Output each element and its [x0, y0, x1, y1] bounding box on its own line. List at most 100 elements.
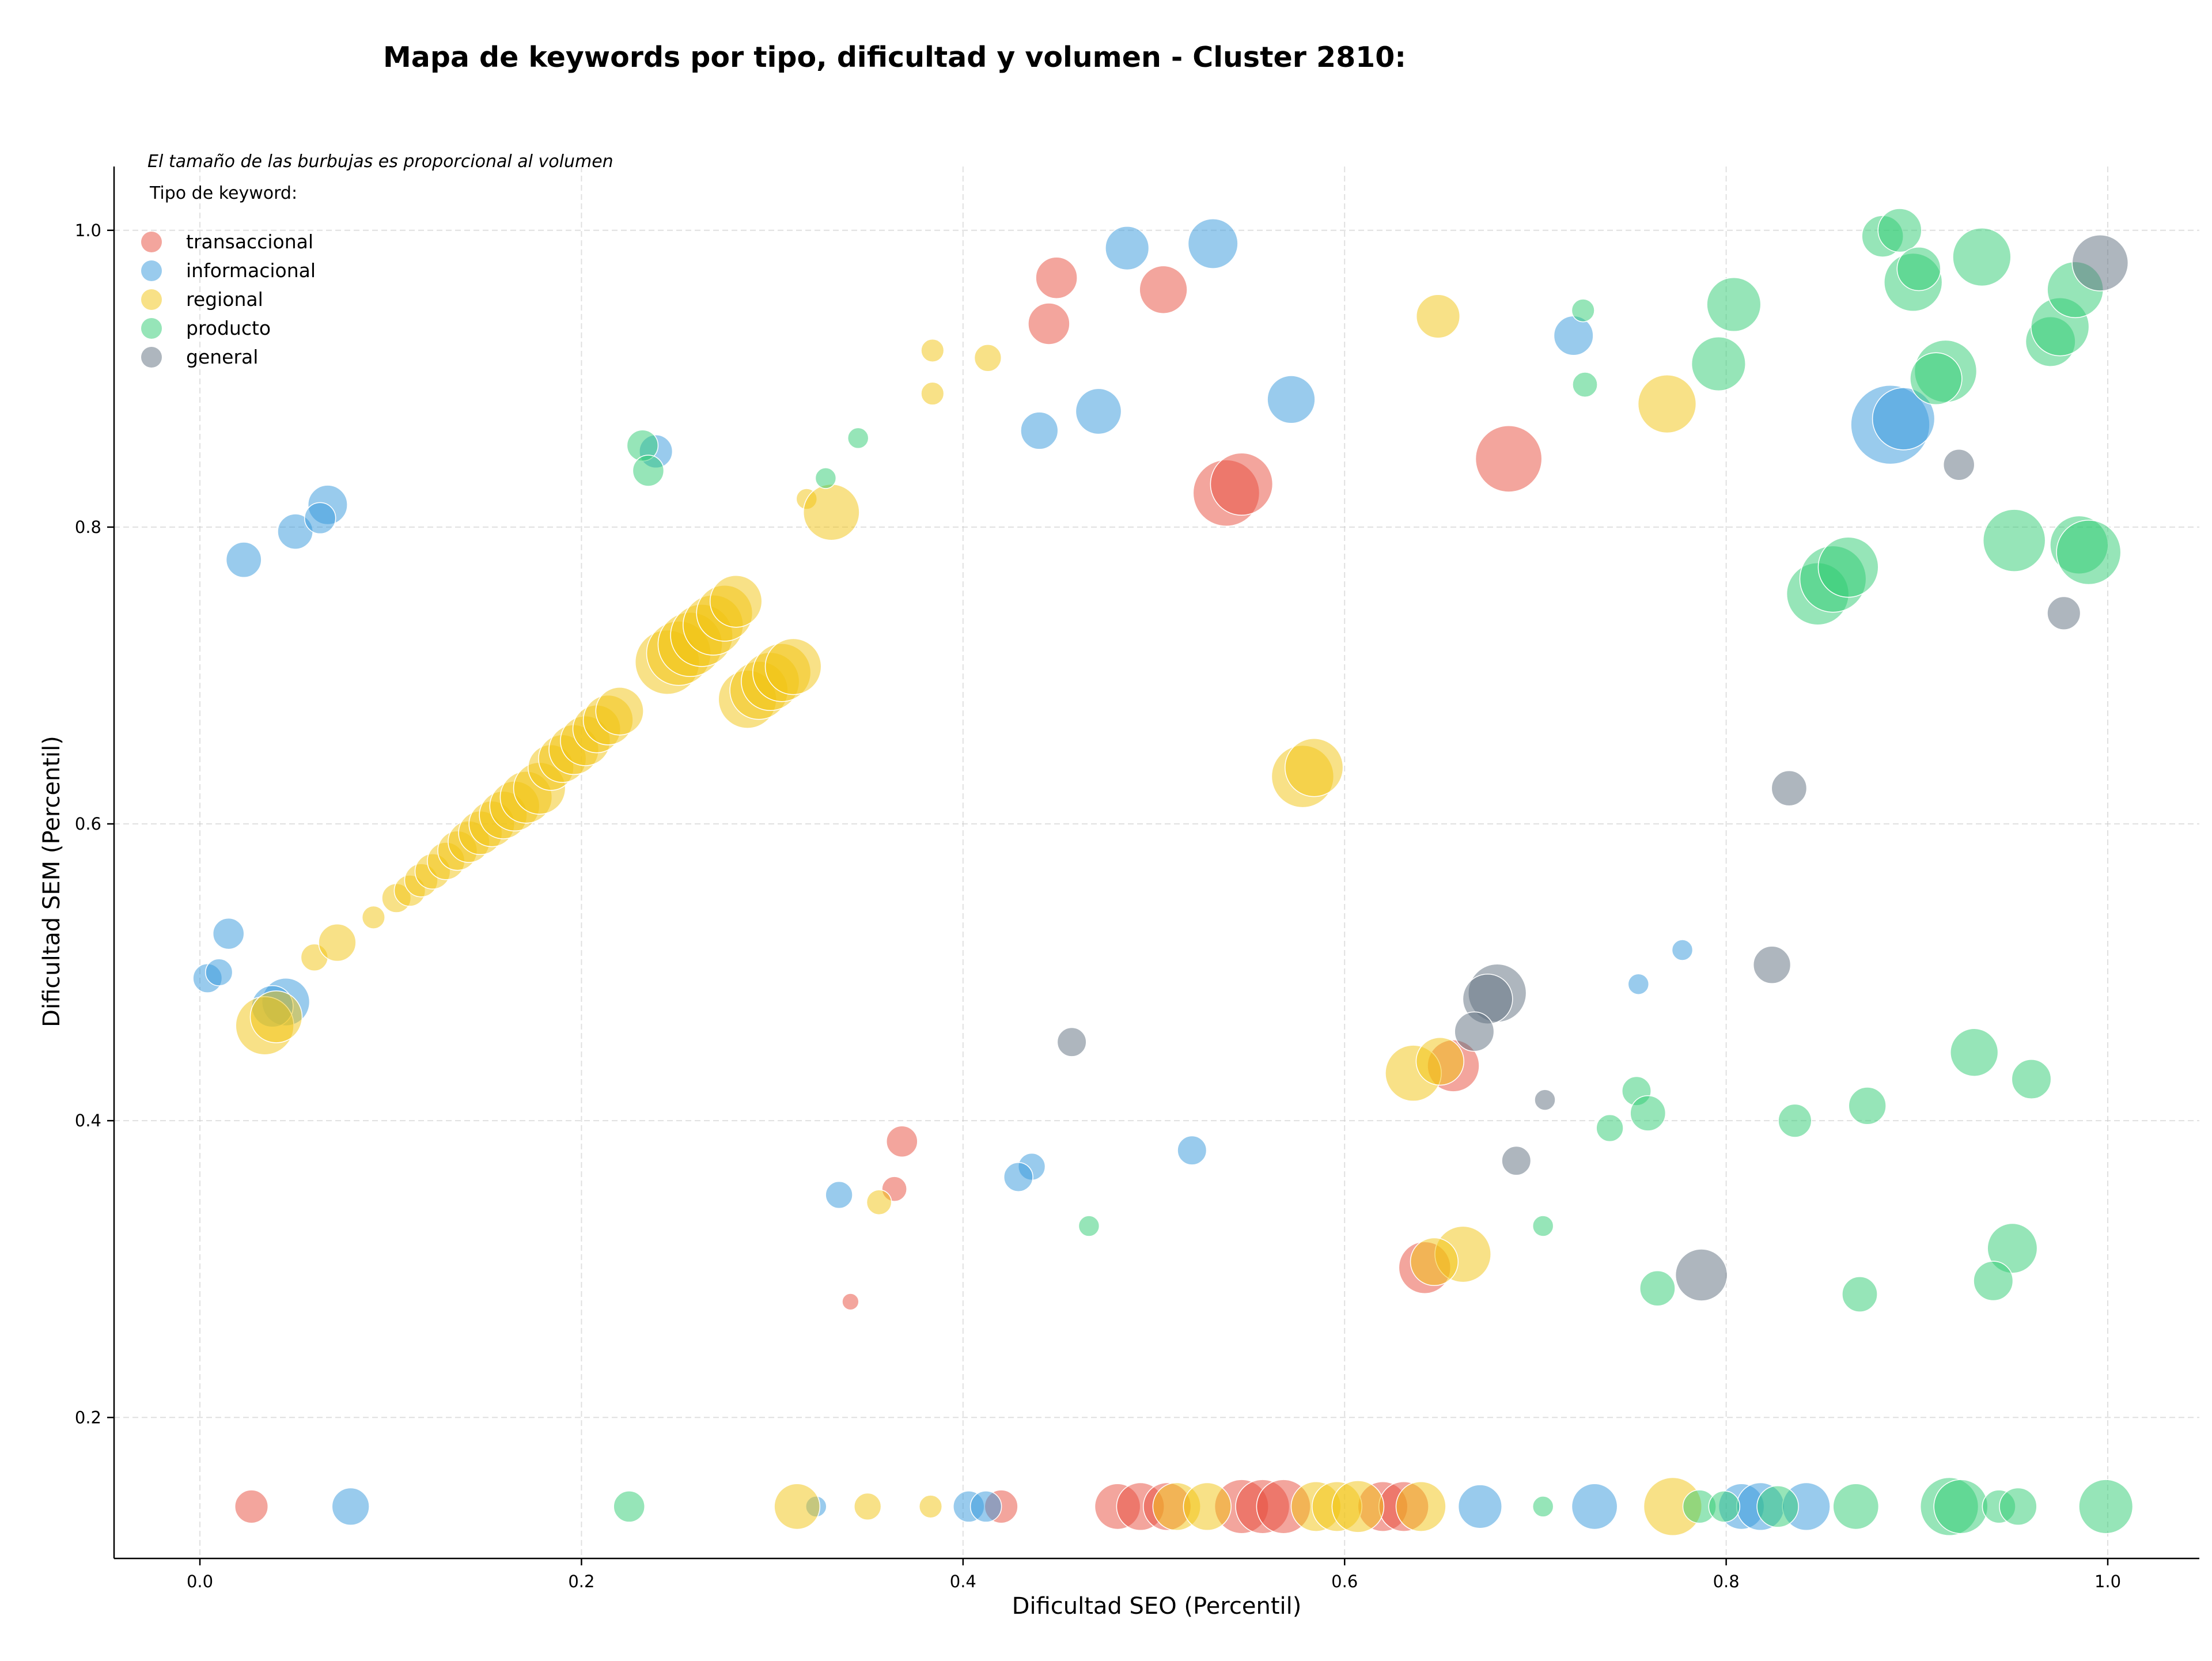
bubble-producto [1877, 208, 1922, 253]
series-producto [613, 208, 2134, 1537]
series-transaccional [234, 256, 1543, 1534]
bubble-producto [1691, 336, 1746, 392]
chart-title: Mapa de keywords por tipo, dificultad y … [383, 41, 1406, 74]
y-axis-label: Dificultad SEM (Percentil) [39, 736, 65, 1027]
bubble-producto [1571, 298, 1595, 323]
bubble-informacional [212, 917, 245, 950]
series-general [1056, 234, 2129, 1301]
bubble-producto [1933, 1479, 1988, 1534]
bubble-transaccional [234, 1489, 269, 1524]
bubble-informacional [1003, 1162, 1033, 1192]
bubble-general [1501, 1145, 1532, 1176]
bubble-regional [1415, 1036, 1464, 1086]
bubble-regional [1183, 1482, 1232, 1531]
bubble-informacional [1177, 1135, 1207, 1166]
bubble-regional [921, 381, 945, 406]
bubbles [192, 208, 2134, 1537]
bubble-general [1534, 1089, 1556, 1111]
bubble-producto [847, 427, 869, 449]
x-tick-label: 0.4 [950, 1572, 976, 1591]
bubble-producto [1896, 247, 1941, 292]
bubble-regional [764, 638, 822, 695]
bubble-transaccional [1475, 425, 1543, 493]
bubble-informacional [1671, 939, 1694, 961]
bubble-regional [1395, 1481, 1446, 1532]
bubble-regional [361, 905, 385, 929]
bubble-transaccional [1210, 452, 1274, 516]
bubble-producto [1950, 1028, 1999, 1077]
y-tick-label: 0.2 [75, 1408, 101, 1427]
bubble-producto [1532, 1496, 1554, 1518]
bubble-producto [1639, 1270, 1676, 1307]
legend-marker-producto [141, 318, 162, 339]
bubble-informacional [825, 1181, 853, 1209]
bubble-producto [2056, 520, 2122, 585]
bubble-informacional [1105, 226, 1150, 271]
y-tick-label: 0.8 [75, 517, 101, 537]
bubble-informacional [1553, 315, 1594, 356]
bubble-producto [1078, 1215, 1100, 1237]
bubble-regional [1410, 1237, 1459, 1287]
bubble-producto [1817, 536, 1879, 598]
legend-marker-general [141, 347, 162, 368]
x-tick-label: 1.0 [2094, 1572, 2121, 1591]
bubble-producto [613, 1490, 645, 1523]
bubble-producto [1572, 372, 1598, 398]
bubble-producto [1987, 1223, 2038, 1274]
bubble-general [2071, 234, 2129, 292]
legend: El tamaño de las burbujas es proporciona… [141, 152, 613, 368]
bubble-informacional [1627, 973, 1650, 995]
bubble-producto [1973, 1261, 2014, 1301]
bubble-producto [2078, 1479, 2134, 1534]
bubble-producto [1832, 1483, 1880, 1530]
bubble-informacional [1267, 375, 1316, 424]
bubble-informacional [1187, 218, 1238, 269]
bubble-informacional [225, 542, 262, 578]
bubble-informacional [1075, 388, 1122, 435]
bubble-producto [1982, 509, 2046, 572]
bubble-producto [1952, 227, 2012, 287]
bubble-regional [595, 687, 644, 736]
legend-label-informacional: informacional [186, 259, 316, 282]
axes [113, 167, 2199, 1560]
x-tick-label: 0.0 [187, 1572, 213, 1591]
bubble-regional [918, 1494, 943, 1519]
bubble-regional [1285, 738, 1344, 797]
bubble-general [2047, 596, 2081, 630]
x-tick-label: 0.2 [568, 1572, 594, 1591]
bubble-general [1771, 770, 1808, 807]
bubble-informacional [304, 502, 336, 535]
bubble-transaccional [1139, 265, 1188, 314]
bubble-regional [1331, 1480, 1385, 1533]
bubble-regional [1637, 374, 1697, 434]
bubble-producto [815, 467, 837, 489]
bubble-producto [1848, 1087, 1887, 1125]
bubble-informacional [1571, 1483, 1618, 1530]
bubble-producto [1778, 1103, 1812, 1138]
bubble-informacional [1872, 387, 1936, 451]
bubble-producto [2011, 1059, 2052, 1100]
bubble-producto [1596, 1114, 1624, 1142]
bubble-informacional [331, 1487, 370, 1526]
bubble-general [1675, 1248, 1728, 1301]
bubble-producto [1630, 1095, 1666, 1132]
legend-note: El tamaño de las burbujas es proporciona… [147, 152, 613, 172]
bubble-producto [632, 455, 665, 487]
bubble-transaccional [1035, 256, 1078, 299]
bubble-informacional [1020, 411, 1059, 450]
legend-label-general: general [186, 346, 258, 368]
bubble-producto [1910, 352, 1963, 406]
bubble-producto [1706, 277, 1762, 332]
bubble-regional [318, 923, 357, 962]
bubble-regional [866, 1189, 892, 1216]
bubble-transaccional [886, 1125, 918, 1157]
legend-marker-informacional [141, 260, 162, 281]
bubble-regional [1415, 294, 1461, 339]
bubble-general [1942, 448, 1975, 481]
y-tick-label: 1.0 [75, 221, 101, 240]
y-tick-label: 0.4 [75, 1111, 101, 1130]
bubble-producto [1999, 1487, 2037, 1526]
bubble-regional [709, 574, 763, 628]
bubble-regional [802, 483, 860, 541]
x-axis-label: Dificultad SEO (Percentil) [1012, 1593, 1302, 1620]
